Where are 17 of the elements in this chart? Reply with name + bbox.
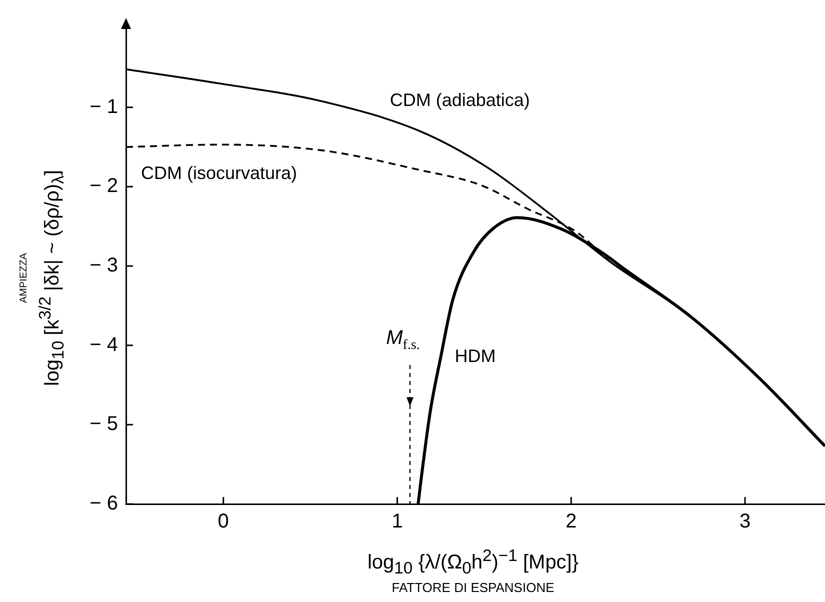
y-tick-label: − 3: [90, 254, 118, 277]
x-tick-label: 1: [392, 510, 403, 533]
text: FATTORE DI ESPANSIONE: [392, 580, 554, 595]
text: AMPIEZZA: [18, 252, 30, 304]
y-tick-label: − 5: [90, 413, 118, 436]
series-label: CDM (isocurvatura): [141, 162, 298, 183]
y-tick-label: − 2: [90, 175, 118, 198]
y-tick-label: − 6: [90, 492, 118, 515]
x-tick-label: 2: [566, 510, 577, 533]
annotation: M$_{f.s.}$: [386, 327, 420, 354]
x-tick-label: 0: [218, 510, 229, 533]
series-label: HDM: [454, 346, 496, 366]
series-label: CDM (adiabatica): [390, 90, 530, 110]
y-tick-label: − 1: [90, 96, 118, 118]
text: log$_{10}$ {λ/(Ω$_{0}$h$^{2}$)$^{−1}$ [Mpc]}: [367, 546, 579, 578]
y-tick-label: − 4: [90, 334, 118, 356]
x-tick-label: 3: [739, 510, 751, 533]
